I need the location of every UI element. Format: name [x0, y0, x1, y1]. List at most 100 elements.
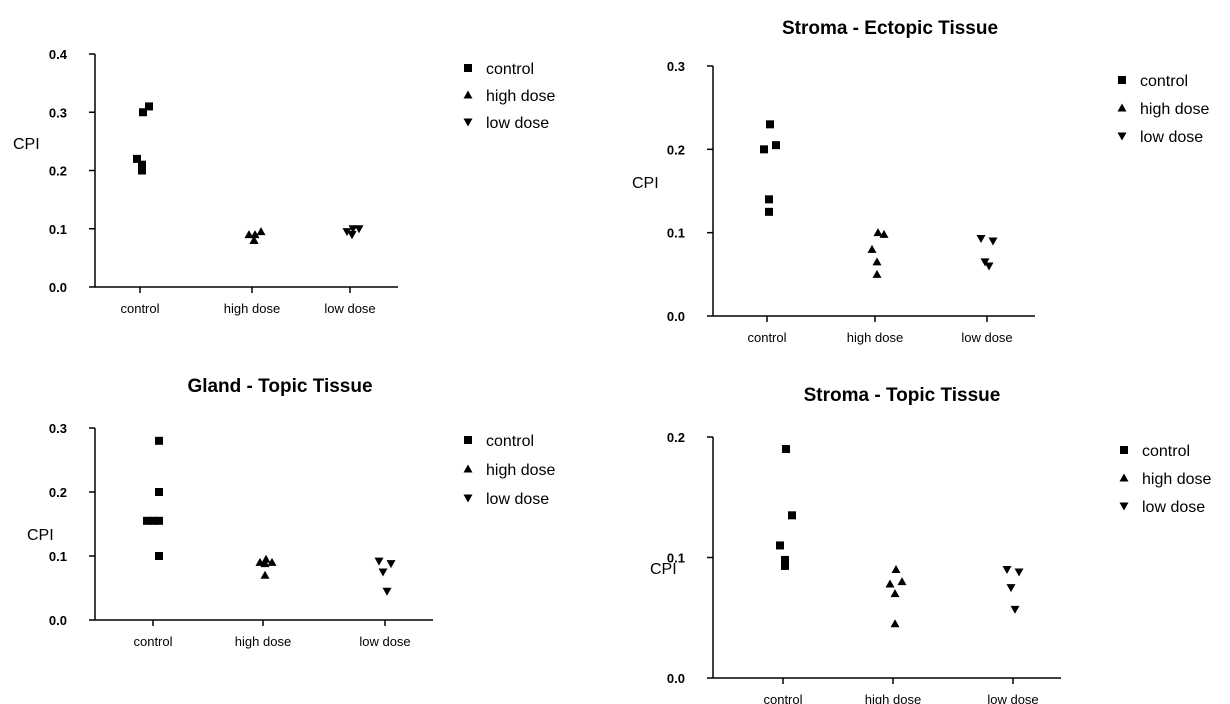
data-point-square: [782, 445, 790, 454]
y-axis-label: CPI: [650, 561, 677, 578]
data-point-triangle-down: [988, 237, 998, 246]
data-point-triangle-down: [980, 258, 990, 267]
y-tick-label: 0.0: [667, 309, 685, 324]
data-point-triangle-down: [976, 235, 986, 243]
chart-title: Stroma - Topic Tissue: [804, 385, 1001, 406]
y-axis-label: CPI: [632, 175, 659, 192]
data-point-triangle-up: [867, 244, 877, 253]
data-point-square: [155, 552, 163, 560]
data-point-square: [133, 154, 141, 163]
legend-entry: control: [486, 61, 534, 78]
y-tick-label: 0.2: [667, 142, 685, 157]
y-tick-label: 0.4: [49, 47, 68, 62]
y-tick-label: 0.0: [49, 280, 67, 295]
y-tick-label: 0.3: [49, 421, 67, 436]
data-point-square: [155, 488, 163, 496]
data-point-triangle-up: [256, 227, 266, 236]
legend-marker-triangle-up: [463, 90, 473, 99]
legend-marker-triangle-down: [1117, 132, 1127, 141]
y-tick-label: 0.1: [667, 226, 685, 241]
data-point-square: [155, 436, 163, 445]
data-point-square: [788, 511, 796, 520]
data-point-square: [138, 166, 146, 175]
x-tick-label: control: [747, 330, 786, 345]
data-point-triangle-up: [890, 619, 900, 628]
legend-marker-triangle-down: [463, 118, 473, 127]
data-point-triangle-down: [1014, 568, 1024, 577]
data-point-triangle-down: [347, 231, 357, 240]
data-point-triangle-up: [872, 257, 882, 266]
y-tick-label: 0.2: [667, 430, 685, 445]
data-point-square: [155, 516, 163, 525]
x-tick-label: low dose: [359, 634, 410, 649]
data-point-triangle-up: [891, 565, 901, 574]
x-tick-label: high dose: [847, 330, 903, 345]
data-point-triangle-up: [244, 230, 254, 239]
legend-entry: low dose: [486, 115, 549, 132]
data-point-triangle-up: [261, 554, 271, 563]
data-point-triangle-up: [879, 229, 889, 238]
chart-panel-1: 0.0 0.1 0.2 0.3 0.4 CPI control high dose low do…: [13, 47, 555, 316]
legend-entry: high dose: [486, 462, 555, 479]
data-point-square: [776, 541, 784, 550]
legend-marker-square: [1120, 446, 1128, 454]
legend-marker-square: [1118, 76, 1126, 84]
data-point-triangle-down: [348, 225, 358, 234]
data-point-triangle-down: [1006, 584, 1016, 593]
legend-marker-square: [464, 436, 472, 444]
x-tick-label: control: [133, 634, 172, 649]
legend-marker-triangle-up: [463, 464, 473, 473]
legend-marker-square: [464, 64, 472, 72]
y-tick-label: 0.0: [49, 613, 67, 628]
legend-entry: control: [1140, 73, 1188, 90]
chart-panel-2: Stroma - Ectopic Tissue 0.0 0.1 0.2 0.3 CPI co…: [632, 18, 1209, 345]
data-point-triangle-down: [378, 568, 388, 577]
data-point-triangle-up: [250, 230, 260, 239]
legend-marker-triangle-up: [1119, 473, 1129, 482]
data-point-triangle-up: [872, 269, 882, 278]
data-point-square: [760, 145, 768, 154]
data-point-square: [765, 195, 773, 204]
x-tick-label: low dose: [987, 692, 1038, 704]
y-tick-label: 0.2: [49, 485, 67, 500]
data-point-triangle-up: [897, 577, 907, 586]
legend-marker-triangle-down: [1119, 502, 1129, 511]
data-point-square: [145, 102, 153, 111]
data-point-triangle-up: [260, 559, 270, 568]
y-tick-label: 0.0: [667, 671, 685, 686]
legend-entry: low dose: [1142, 499, 1205, 516]
y-tick-label: 0.3: [667, 59, 685, 74]
data-point-square: [138, 160, 146, 169]
data-point-triangle-down: [382, 587, 392, 596]
x-tick-label: high dose: [235, 634, 291, 649]
legend-marker-triangle-up: [1117, 103, 1127, 112]
legend-entry: high dose: [1142, 471, 1211, 488]
y-axis-label: CPI: [13, 136, 40, 153]
chart-title: Gland - Topic Tissue: [187, 376, 372, 397]
data-point-triangle-up: [260, 570, 270, 579]
x-tick-label: low dose: [324, 301, 375, 316]
x-tick-label: control: [763, 692, 802, 704]
y-tick-label: 0.1: [667, 551, 685, 566]
data-point-triangle-down: [1002, 566, 1012, 575]
data-point-triangle-down: [1010, 605, 1020, 614]
data-point-square: [149, 516, 157, 525]
y-axis-label: CPI: [27, 527, 54, 544]
legend-entry: low dose: [1140, 129, 1203, 146]
y-tick-label: 0.3: [49, 105, 67, 120]
data-point-triangle-up: [890, 589, 900, 598]
data-point-triangle-down: [374, 557, 384, 566]
legend-entry: low dose: [486, 491, 549, 508]
data-point-square: [143, 516, 151, 525]
data-point-square: [772, 141, 780, 150]
data-point-square: [781, 555, 789, 564]
chart-panel-3: Gland - Topic Tissue 0.0 0.1 0.2 0.3 CPI contr…: [27, 376, 555, 649]
legend-entry: control: [486, 433, 534, 450]
data-point-square: [781, 561, 789, 570]
data-point-triangle-up: [885, 579, 895, 588]
data-point-square: [139, 108, 147, 117]
legend-entry: high dose: [1140, 101, 1209, 118]
chart-panel-4: Stroma - Topic Tissue 0.0 0.1 0.2 CPI control…: [650, 385, 1211, 704]
data-point-triangle-down: [984, 262, 994, 271]
